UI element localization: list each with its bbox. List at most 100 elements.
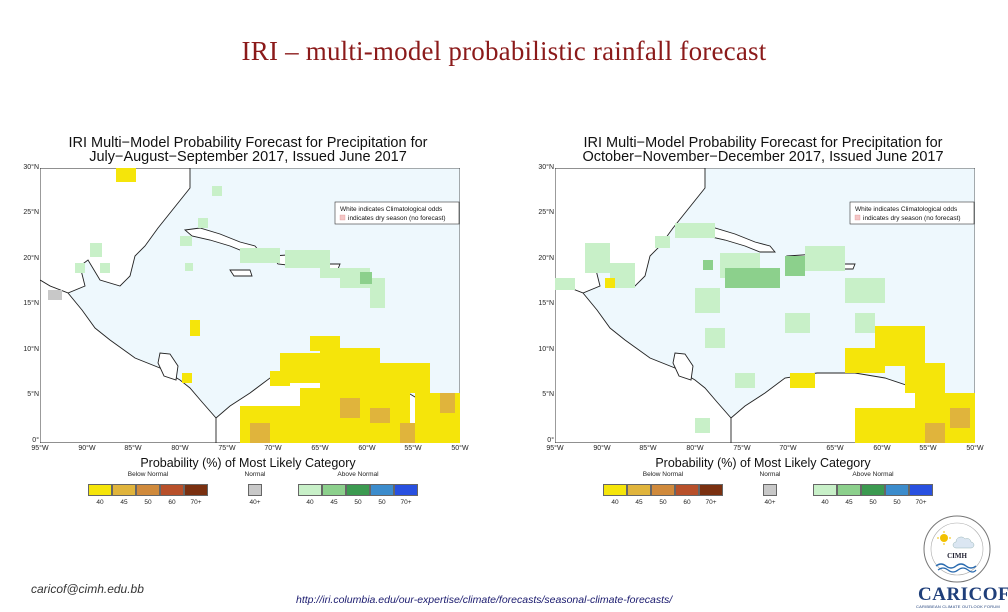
lon-label: 75°W (733, 445, 751, 452)
map-note-box: White indicates Climatological odds indi… (334, 201, 460, 225)
map-note-1: White indicates Climatological odds (855, 206, 958, 213)
map-title-line1: IRI Multi−Model Probability Forecast for… (583, 135, 943, 151)
legend-value: 45 (330, 499, 338, 506)
legend-swatch-above-45 (322, 484, 346, 496)
map-title-line2: July−August−September 2017, Issued June … (89, 149, 407, 165)
above-normal-45-cells (360, 272, 372, 284)
above-normal-cells (555, 223, 885, 433)
legend-value: 70+ (400, 499, 412, 506)
lon-label: 60°W (873, 445, 891, 452)
source-url-link[interactable]: http://iri.columbia.edu/our-expertise/cl… (296, 594, 673, 606)
lon-label: 65°W (311, 445, 329, 452)
legend-value: 40 (611, 499, 619, 506)
lat-label: 10°N (538, 346, 554, 353)
lon-label: 90°W (78, 445, 96, 452)
legend-value: 45 (845, 499, 853, 506)
lat-label: 10°N (23, 346, 39, 353)
lon-label: 55°W (919, 445, 937, 452)
lat-label: 20°N (23, 255, 39, 262)
lon-label: 70°W (264, 445, 282, 452)
legend-swatch-normal (763, 484, 777, 496)
legend-value: 70+ (915, 499, 927, 506)
lon-label: 65°W (826, 445, 844, 452)
legend-swatch-above-50 (861, 484, 885, 496)
lon-label: 95°W (31, 445, 49, 452)
legend-swatch-above-70 (394, 484, 418, 496)
cloud-icon (952, 536, 975, 549)
caricof-logo: CARICOF CARIBBEAN CLIMATE OUTLOOK FORUM (912, 584, 1008, 612)
below-normal-45-cells (925, 408, 970, 443)
legend-value: 60 (168, 499, 176, 506)
legend-swatch-above-40 (813, 484, 837, 496)
lon-label: 55°W (404, 445, 422, 452)
map-title-line1: IRI Multi−Model Probability Forecast for… (68, 135, 428, 151)
legend-swatch-below-70 (184, 484, 208, 496)
above-normal-45-cells (703, 256, 805, 288)
legend-value: 50 (893, 499, 901, 506)
legend-value: 50 (354, 499, 362, 506)
below-normal-45-cells (250, 393, 455, 443)
legend-swatch-normal (248, 484, 262, 496)
lon-label: 75°W (218, 445, 236, 452)
sun-icon (937, 531, 951, 545)
lon-label: 50°W (966, 445, 984, 452)
precipitation-map-ond: White indicates Climatological odds indi… (555, 168, 975, 443)
map-note-box: White indicates Climatological odds indi… (849, 201, 975, 225)
legend-value: 50 (659, 499, 667, 506)
legend-swatch-above-45 (837, 484, 861, 496)
lon-label: 90°W (593, 445, 611, 452)
legend-swatch-below-50 (651, 484, 675, 496)
axis-title: Probability (%) of Most Likely Category (655, 456, 871, 470)
lat-label: 5°N (542, 391, 554, 398)
legend-swatch-above-70 (909, 484, 933, 496)
caricof-logo-text: CARICOF (918, 584, 1008, 605)
forecast-panel-ond: IRI Multi−Model Probability Forecast for… (533, 128, 993, 518)
legend-value: 45 (120, 499, 128, 506)
lon-label: 50°W (451, 445, 469, 452)
lat-label: 30°N (538, 164, 554, 171)
lon-label: 85°W (639, 445, 657, 452)
lat-label: 25°N (538, 209, 554, 216)
legend-swatch-below-40 (603, 484, 627, 496)
legend-swatch-below-70 (699, 484, 723, 496)
lat-label: 15°N (23, 300, 39, 307)
lat-label: 30°N (23, 164, 39, 171)
map-note-1: White indicates Climatological odds (340, 206, 443, 213)
contact-email[interactable]: caricof@cimh.edu.bb (31, 582, 144, 596)
legend-value: 40 (306, 499, 314, 506)
cimh-logo-text: CIMH (947, 552, 967, 560)
lon-label: 60°W (358, 445, 376, 452)
probability-legend: Below Normal Normal Above Normal 40 45 5… (18, 471, 478, 511)
lon-label: 70°W (779, 445, 797, 452)
lon-label: 80°W (686, 445, 704, 452)
legend-normal-title: Normal (759, 471, 781, 478)
lat-label: 25°N (23, 209, 39, 216)
legend-swatch-below-45 (112, 484, 136, 496)
legend-value: 70+ (190, 499, 202, 506)
lat-label: 0° (32, 437, 39, 444)
lat-label: 0° (547, 437, 554, 444)
legend-above-title: Above Normal (852, 471, 894, 478)
legend-swatch-above-60 (370, 484, 394, 496)
legend-value: 40 (821, 499, 829, 506)
legend-below-title: Below Normal (642, 471, 684, 478)
legend-swatch-above-40 (298, 484, 322, 496)
legend-value: 50 (378, 499, 386, 506)
lon-label: 95°W (546, 445, 564, 452)
lat-label: 20°N (538, 255, 554, 262)
map-note-2: indicates dry season (no forecast) (348, 215, 446, 222)
legend-swatch-below-50 (136, 484, 160, 496)
map-note-2: indicates dry season (no forecast) (863, 215, 961, 222)
lat-label: 5°N (27, 391, 39, 398)
map-title-line2: October−November−December 2017, Issued J… (582, 149, 944, 165)
normal-cell (48, 290, 62, 300)
forecast-panel-jas: IRI Multi−Model Probability Forecast for… (18, 128, 478, 518)
slide-title: IRI – multi-model probabilistic rainfall… (241, 36, 767, 66)
axis-title: Probability (%) of Most Likely Category (140, 456, 356, 470)
legend-swatch-below-60 (160, 484, 184, 496)
legend-value: 40 (96, 499, 104, 506)
legend-swatch-below-45 (627, 484, 651, 496)
lon-label: 85°W (124, 445, 142, 452)
legend-value: 50 (869, 499, 877, 506)
legend-value: 40+ (764, 499, 776, 506)
